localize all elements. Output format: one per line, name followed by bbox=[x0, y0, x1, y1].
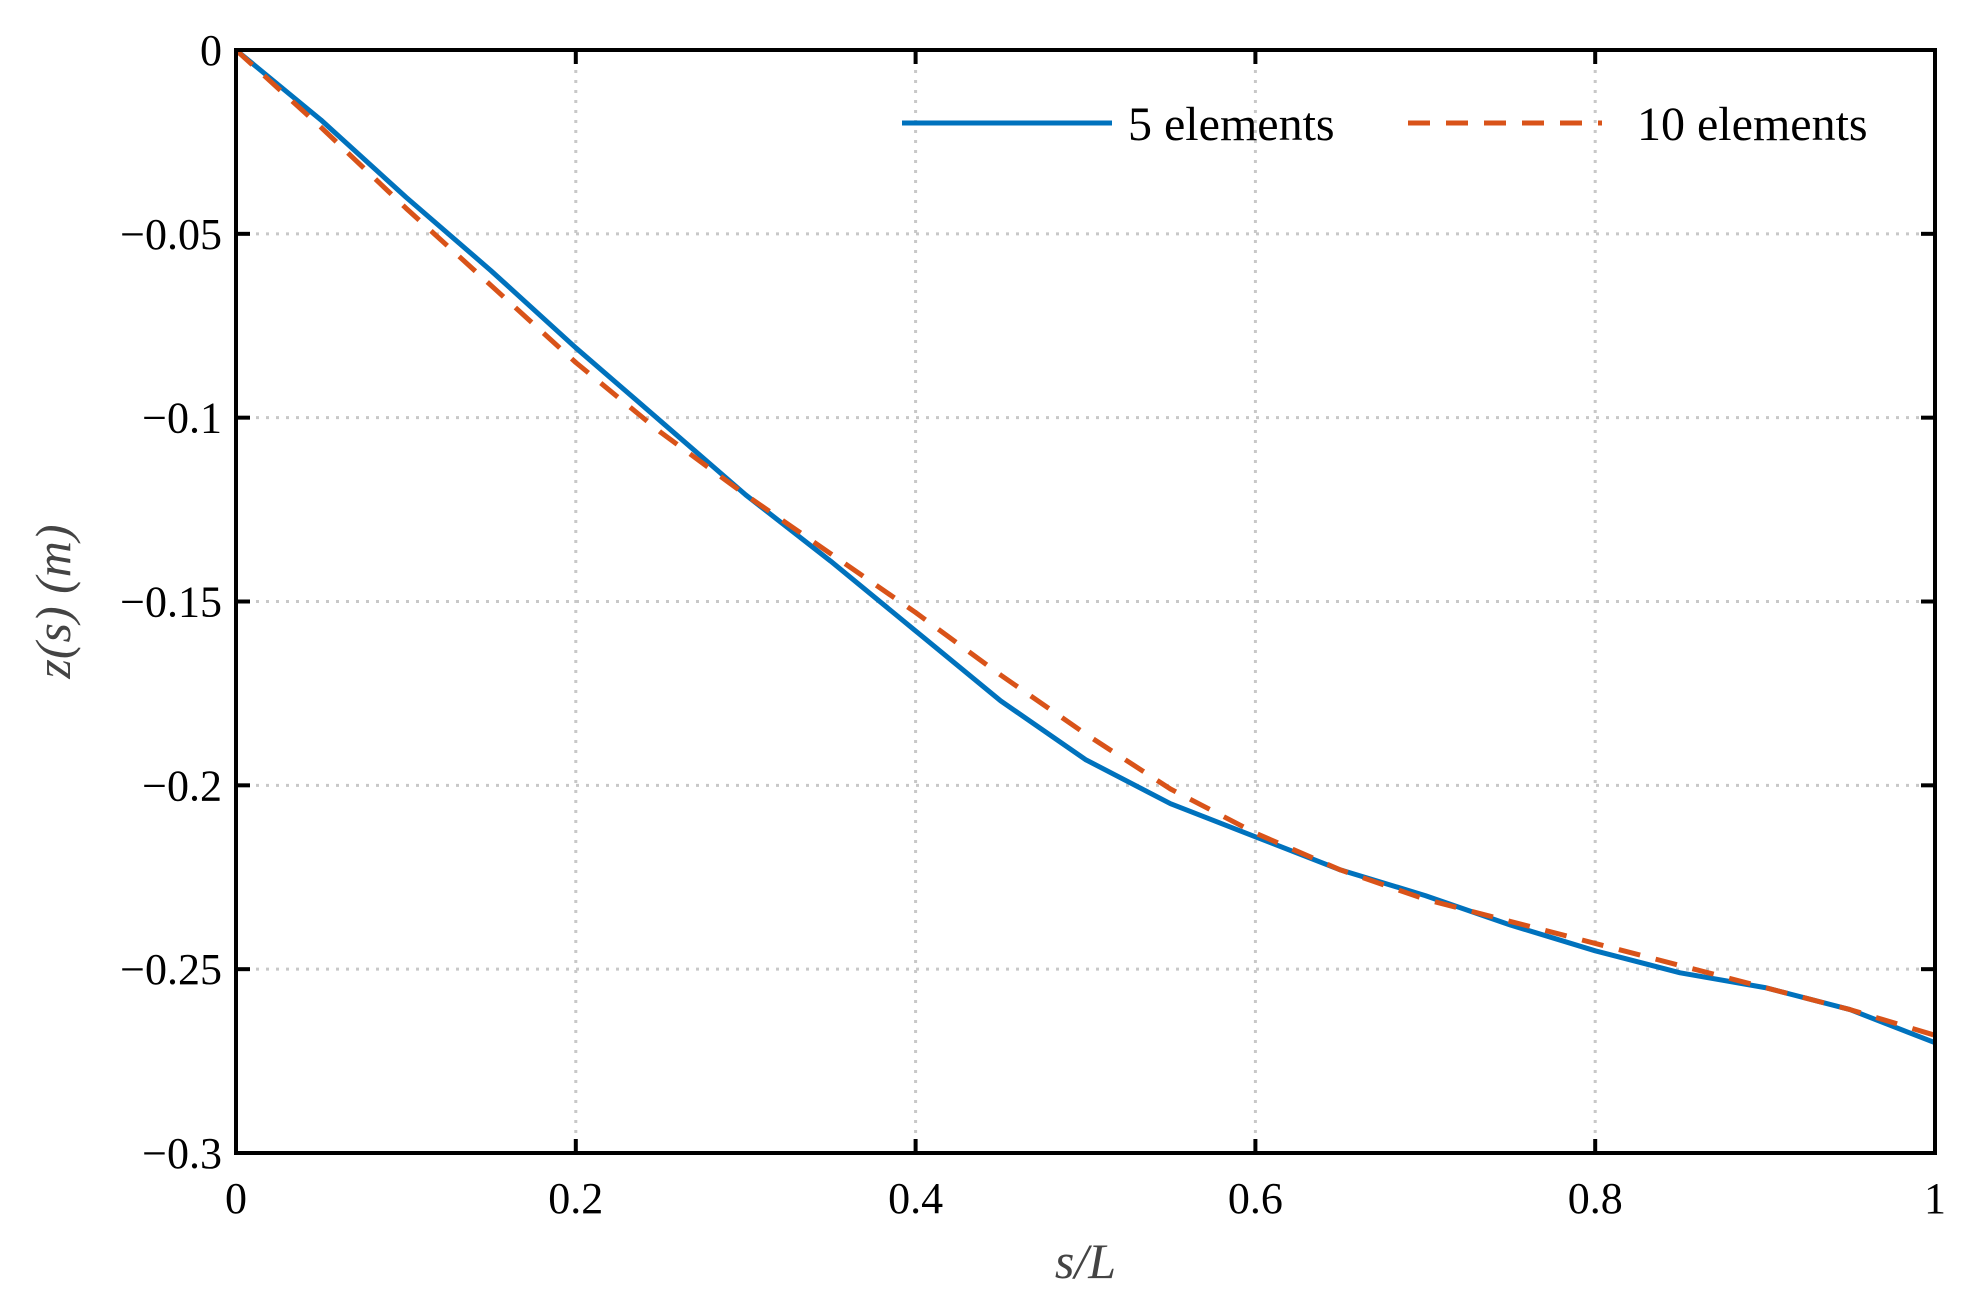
series-layer bbox=[234, 48, 1936, 1046]
legend-label-1: 5 elements bbox=[1128, 98, 1335, 151]
y-tick-labels: 0 −0.05 −0.1 −0.15 −0.2 −0.25 −0.3 bbox=[120, 26, 222, 1178]
legend: 5 elements 10 elements bbox=[902, 98, 1868, 151]
tick-marks bbox=[234, 48, 1937, 1155]
y-tick-label: −0.15 bbox=[120, 578, 222, 627]
y-tick-label: 0 bbox=[200, 26, 222, 75]
y-tick-label: −0.1 bbox=[142, 394, 222, 443]
x-tick-label: 0.8 bbox=[1568, 1174, 1623, 1223]
x-tick-label: 1 bbox=[1924, 1174, 1946, 1223]
x-tick-label: 0.6 bbox=[1228, 1174, 1283, 1223]
x-tick-labels: 0 0.2 0.4 0.6 0.8 1 bbox=[225, 1174, 1946, 1223]
grid-lines bbox=[236, 50, 1935, 1153]
y-tick-label: −0.2 bbox=[142, 761, 222, 810]
y-tick-label: −0.25 bbox=[120, 945, 222, 994]
x-tick-label: 0.4 bbox=[888, 1174, 943, 1223]
y-tick-label: −0.05 bbox=[120, 210, 222, 259]
x-tick-label: 0.2 bbox=[548, 1174, 603, 1223]
x-axis-label: s/L bbox=[1055, 1233, 1116, 1289]
legend-label-2: 10 elements bbox=[1637, 98, 1868, 151]
x-tick-label: 0 bbox=[225, 1174, 247, 1223]
series-line-1 bbox=[234, 48, 1936, 1046]
y-tick-label: −0.3 bbox=[142, 1129, 222, 1178]
series-line-2 bbox=[234, 48, 1936, 1038]
y-axis-label: z(s) (m) bbox=[25, 524, 81, 679]
